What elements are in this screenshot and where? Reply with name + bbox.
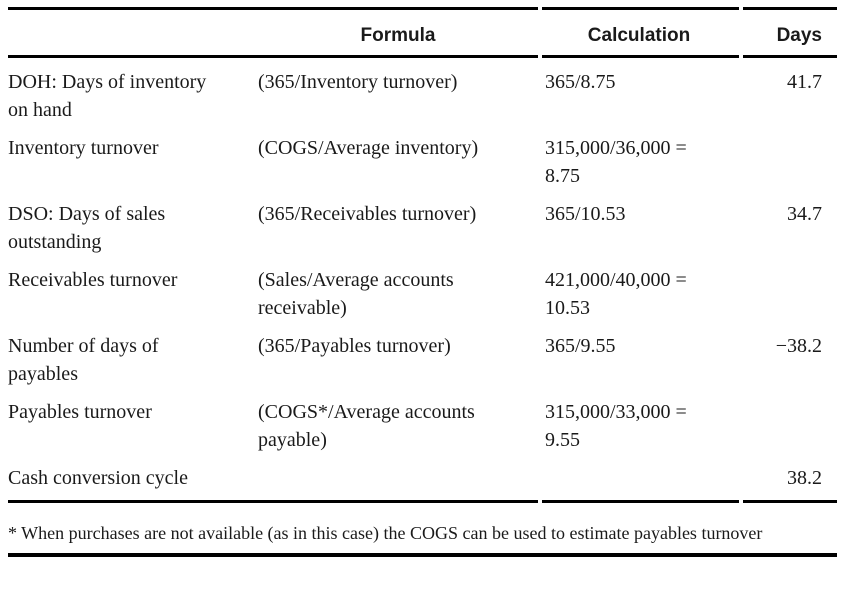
table-row: Receivables turnover (Sales/Average acco… xyxy=(8,256,837,322)
row-label: Inventory turnover xyxy=(8,137,159,159)
calculation-cell: 365/9.55 xyxy=(545,335,616,357)
table-row: Cash conversion cycle 38.2 xyxy=(8,454,837,500)
rule-segment xyxy=(8,7,538,10)
row-label: Payables turnover xyxy=(8,401,152,423)
rule-segment xyxy=(542,7,739,10)
formula-cell: (365/Payables turnover) xyxy=(258,335,451,357)
table-header-row: Formula Calculation Days xyxy=(8,10,837,55)
table-row: DOH: Days of inventory on hand (365/Inve… xyxy=(8,58,837,124)
formula-cell: (COGS/Average inventory) xyxy=(258,137,479,159)
header-bottom-rule xyxy=(8,55,837,58)
days-cell xyxy=(740,398,837,454)
page-bottom-rule xyxy=(8,553,837,557)
formula-cell: (COGS*/Average accounts payable) xyxy=(258,401,475,451)
table-row: Inventory turnover (COGS/Average invento… xyxy=(8,124,837,190)
days-cell xyxy=(740,134,837,190)
calculation-cell: 421,000/40,000 = 10.53 xyxy=(545,269,687,319)
formula-cell: (365/Receivables turnover) xyxy=(258,203,477,225)
rule-segment xyxy=(743,7,837,10)
days-cell: −38.2 xyxy=(775,335,822,357)
rule-segment xyxy=(8,55,538,58)
footnote: * When purchases are not available (as i… xyxy=(8,523,763,543)
table-row: Payables turnover (COGS*/Average account… xyxy=(8,388,837,454)
row-label: Receivables turnover xyxy=(8,269,178,291)
days-cell: 38.2 xyxy=(787,467,822,489)
formula-cell: (Sales/Average accounts receivable) xyxy=(258,269,454,319)
calculation-cell: 315,000/36,000 = 8.75 xyxy=(545,137,687,187)
column-header-formula: Formula xyxy=(360,25,436,46)
calculation-cell xyxy=(538,464,740,492)
table-row: Number of days of payables (365/Payables… xyxy=(8,322,837,388)
row-label: Cash conversion cycle xyxy=(8,467,188,489)
table-bottom-rule xyxy=(8,500,837,503)
rule-segment xyxy=(542,500,739,503)
column-header-empty xyxy=(8,26,258,46)
formula-cell: (365/Inventory turnover) xyxy=(258,71,458,93)
table-top-rule xyxy=(8,7,837,10)
rule-segment xyxy=(743,500,837,503)
rule-segment xyxy=(743,55,837,58)
row-label: DOH: Days of inventory on hand xyxy=(8,71,207,121)
row-label: DSO: Days of sales outstanding xyxy=(8,203,166,253)
calculation-cell: 365/10.53 xyxy=(545,203,626,225)
column-header-calculation: Calculation xyxy=(587,25,691,46)
row-label: Number of days of payables xyxy=(8,335,159,385)
formula-cell xyxy=(258,464,538,492)
rule-segment xyxy=(542,55,739,58)
calculation-cell: 315,000/33,000 = 9.55 xyxy=(545,401,687,451)
column-header-days: Days xyxy=(776,25,822,46)
days-cell: 34.7 xyxy=(787,203,822,225)
days-cell: 41.7 xyxy=(787,71,822,93)
calculation-cell: 365/8.75 xyxy=(545,71,616,93)
table-row: DSO: Days of sales outstanding (365/Rece… xyxy=(8,190,837,256)
rule-segment xyxy=(8,500,538,503)
days-cell xyxy=(740,266,837,322)
